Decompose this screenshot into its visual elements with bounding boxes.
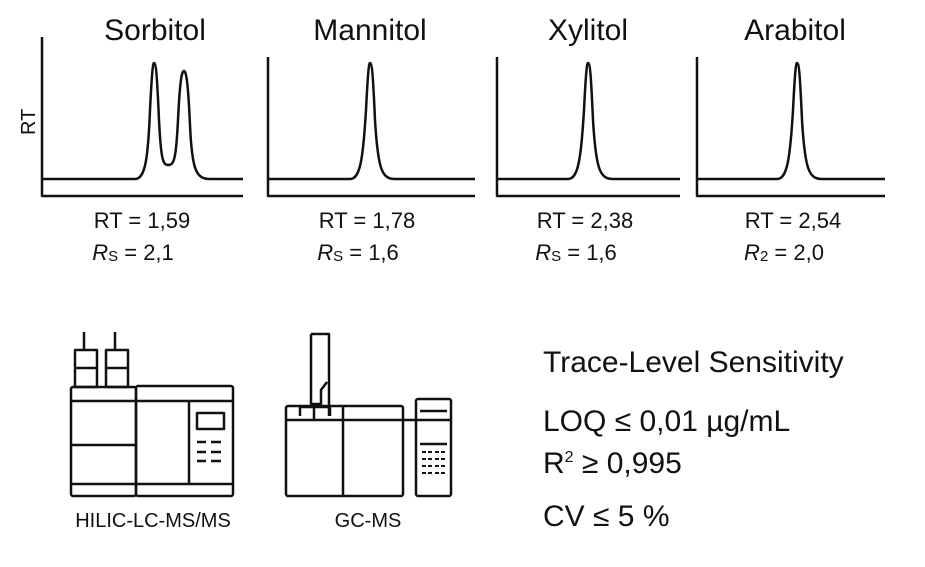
cv-value: CV ≤ 5 %: [543, 500, 670, 533]
r2-value: R2 ≥ 0,995: [543, 447, 682, 481]
chromatogram-xylitol: [495, 57, 680, 198]
hilic-lc-ms-icon: [69, 332, 235, 498]
resolution-value: R2 = 2,0: [744, 240, 824, 266]
r2-superscript: 2: [564, 449, 574, 466]
sensitivity-heading: Trace-Level Sensitivity: [543, 346, 844, 379]
chromatogram-mannitol: [266, 57, 475, 198]
resolution-value: RS = 2,1: [92, 240, 174, 266]
rs-symbol: R: [744, 240, 760, 265]
instrument-label-gc: GC-MS: [334, 510, 402, 532]
rs-number: = 2,1: [118, 240, 174, 265]
chromatogram-sorbitol: [40, 37, 243, 198]
loq-value: LOQ ≤ 0,01 µg/mL: [543, 405, 791, 438]
rt-value: RT = 1,59: [93, 208, 191, 233]
resolution-value: RS = 1,6: [535, 240, 617, 266]
r2-base: R: [543, 447, 565, 480]
rs-number: = 1,6: [343, 240, 399, 265]
r2-number: ≥ 0,995: [573, 447, 682, 480]
panel-title: Arabitol: [744, 14, 846, 47]
panel-title: Xylitol: [547, 14, 629, 47]
rs-number: = 2,0: [768, 240, 824, 265]
rs-number: = 1,6: [561, 240, 617, 265]
instrument-label-lc: HILIC-LC-MS/MS: [75, 510, 231, 532]
y-axis-label: RT: [18, 108, 40, 135]
rs-symbol: R: [535, 240, 552, 265]
rt-value: RT = 1,78: [318, 208, 416, 233]
rs-symbol: R: [317, 240, 334, 265]
rs-subscript: S: [333, 248, 344, 265]
rs-subscript: 2: [759, 248, 769, 265]
chromatogram-arabitol: [695, 57, 885, 198]
resolution-value: RS = 1,6: [317, 240, 399, 266]
gc-ms-icon: [284, 332, 453, 498]
rs-subscript: S: [551, 248, 562, 265]
rt-value: RT = 2,54: [744, 208, 842, 233]
rs-symbol: R: [92, 240, 109, 265]
rt-value: RT = 2,38: [536, 208, 634, 233]
panel-title: Mannitol: [313, 14, 427, 47]
panel-title: Sorbitol: [104, 14, 206, 47]
rs-subscript: S: [108, 248, 119, 265]
